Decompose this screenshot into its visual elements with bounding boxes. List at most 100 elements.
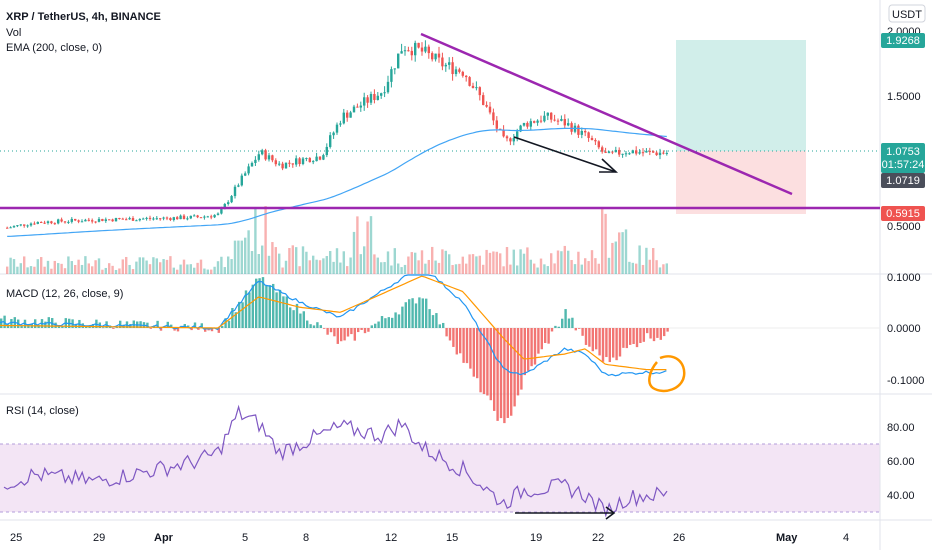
ema-label[interactable]: EMA (200, close, 0) [6, 42, 102, 54]
candle-body [114, 218, 118, 222]
current-price-tag[interactable]: 1.0753 01:57:24 [881, 143, 925, 173]
currency-button[interactable]: USDT [888, 4, 926, 23]
volume-bar [159, 262, 162, 274]
macd-histogram-bar [578, 328, 581, 329]
macd-histogram-bar [367, 328, 370, 332]
candle-body [339, 123, 342, 125]
volume-bar [301, 246, 305, 274]
macd-histogram-bar [265, 285, 268, 328]
descending-trendline[interactable] [420, 32, 793, 196]
macd-histogram-bar [391, 317, 394, 328]
candle-body [658, 152, 662, 156]
symbol-title[interactable]: XRP / TetherUS, 4h, BINANCE [6, 11, 161, 23]
volume-bar [227, 256, 230, 274]
volume-bar [407, 256, 410, 274]
macd-histogram-bar [561, 318, 564, 328]
candle-body [536, 120, 539, 123]
macd-histogram-bar [149, 328, 152, 329]
macd-histogram-bar [442, 322, 445, 328]
macd-histogram-bar [397, 314, 401, 328]
macd-histogram-bar [629, 328, 632, 345]
macd-label[interactable]: MACD (12, 26, close, 9) [6, 288, 123, 300]
candle-body [230, 196, 233, 203]
volume-bar [148, 264, 152, 274]
volume-bar [121, 259, 124, 274]
macd-histogram-bar [452, 328, 455, 347]
candle-body [539, 120, 543, 122]
volume-bars [6, 206, 668, 274]
rsi-tick-60: 60.00 [887, 456, 915, 468]
volume-bar [512, 249, 515, 274]
volume-bar [570, 259, 573, 274]
volume-bar [390, 265, 393, 274]
volume-bar [318, 260, 322, 274]
volume-bar [403, 264, 407, 274]
macd-histogram-bar [336, 328, 339, 344]
volume-bar [580, 264, 583, 274]
volume-bar [165, 259, 169, 274]
volume-bar [298, 266, 301, 274]
candle-body [543, 115, 546, 122]
target-price-tag[interactable]: 1.9268 [881, 33, 925, 48]
candle-body [288, 162, 291, 164]
macd-histogram-bar [210, 328, 214, 332]
volume-bar [135, 261, 138, 274]
macd-histogram-bar [204, 328, 207, 332]
macd-histogram-bar [408, 299, 411, 328]
candle-body [465, 75, 468, 78]
candle-body [454, 69, 458, 75]
volume-bar [254, 208, 257, 274]
macd-histogram-bar [625, 328, 628, 349]
candle-body [611, 151, 614, 153]
support-price-tag[interactable]: 0.5915 [881, 206, 925, 221]
volume-bar [199, 259, 203, 274]
candle-body [274, 160, 277, 165]
target-zone[interactable] [676, 40, 806, 151]
candlesticks [6, 40, 668, 229]
volume-bar [400, 267, 403, 274]
divergence-arrow-price[interactable] [513, 136, 619, 173]
volume-bar [29, 266, 33, 274]
macd-histogram-bar [343, 328, 346, 341]
volume-bar [560, 251, 563, 274]
volume-bar [410, 252, 413, 274]
candle-body [648, 150, 651, 152]
annotation-circle-icon[interactable] [648, 355, 686, 393]
candle-body [142, 218, 145, 220]
candle-body [393, 68, 396, 70]
divergence-arrow-rsi[interactable] [515, 506, 616, 520]
candle-body [628, 153, 631, 155]
volume-bar [155, 258, 158, 274]
arrow-head-icon [599, 158, 619, 173]
macd-histogram-bar [581, 328, 584, 336]
macd-histogram-bar [649, 328, 652, 339]
macd-histogram-bar [523, 328, 526, 376]
macd-histogram-bar [299, 313, 302, 328]
macd-histogram-bar [615, 328, 618, 361]
volume-bar [444, 250, 447, 274]
candle-body [332, 132, 335, 136]
candle-body [509, 138, 512, 142]
candle-body [210, 216, 213, 218]
rsi-label[interactable]: RSI (14, close) [6, 405, 79, 417]
volume-bar [186, 264, 189, 274]
macd-histogram-bar [248, 292, 251, 328]
macd-histogram-bar [465, 328, 469, 364]
candle-body [342, 112, 345, 124]
volume-bar [176, 269, 179, 274]
candle-body [590, 137, 594, 141]
volume-bar [454, 264, 458, 274]
volume-bar [356, 216, 359, 274]
ema-price-tag[interactable]: 1.0719 [881, 173, 925, 188]
volume-bar [77, 259, 80, 274]
volume-bar [162, 259, 165, 274]
volume-bar [43, 266, 46, 274]
stop-zone[interactable] [676, 151, 806, 214]
volume-label[interactable]: Vol [6, 27, 21, 39]
time-axis[interactable]: 25 29 Apr 5 8 12 15 19 22 26 May 4 [10, 532, 849, 544]
macd-histogram-bar [282, 296, 285, 328]
candle-body [533, 121, 536, 123]
macd-histogram-bar [176, 328, 180, 332]
volume-bar [50, 268, 53, 274]
